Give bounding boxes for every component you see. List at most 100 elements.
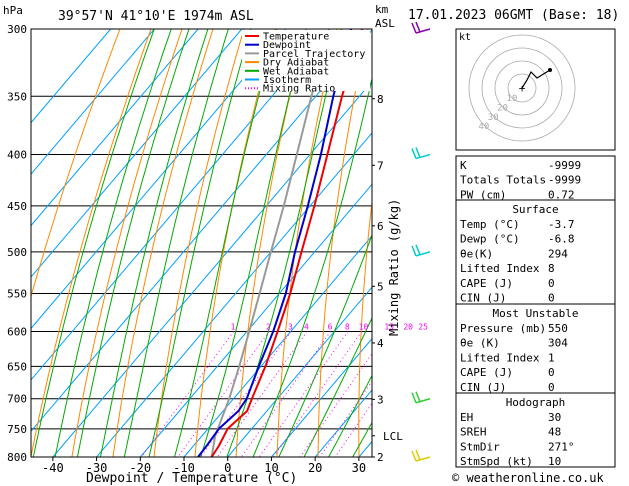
index-value: 48 (548, 426, 561, 439)
index-value: 0 (548, 277, 555, 290)
index-label: CIN (J) (460, 381, 506, 394)
wet-adiabat-line (328, 374, 372, 457)
mixing-ratio-label: 10 (359, 322, 369, 331)
isotherm-line (31, 29, 243, 278)
hodograph-ring (481, 47, 563, 129)
wet-adiabat-line (123, 29, 229, 457)
wind-barb-flag (415, 147, 421, 158)
wind-barb-staff (415, 398, 431, 404)
height-tick-label: 8 (377, 93, 384, 106)
hodograph-indices-box (455, 392, 616, 468)
isotherm-line (31, 29, 286, 330)
pressure-tick-label: 700 (7, 393, 27, 406)
wind-barb-staff (415, 251, 431, 257)
temperature-tick-label: 20 (308, 461, 322, 475)
mixing-ratio-label: 3 (288, 322, 293, 331)
index-label: EH (460, 411, 473, 424)
most-unstable-box-title: Most Unstable (492, 307, 578, 320)
index-label: θe(K) (460, 247, 493, 260)
dry-adiabat-line (398, 29, 430, 457)
wind-barb-flag (415, 391, 421, 403)
legend-label: Wet Adiabat (263, 66, 329, 77)
asl-unit-label: ASL (375, 17, 395, 30)
index-value: -3.7 (548, 218, 575, 231)
hodograph-ring (507, 73, 537, 103)
index-value: 0 (548, 381, 555, 394)
index-label: CAPE (J) (460, 366, 513, 379)
lcl-label: LCL (383, 430, 403, 443)
hodograph-ring-label: 40 (478, 122, 489, 132)
pressure-tick-label: 500 (7, 246, 27, 259)
index-value: 10 (548, 455, 561, 468)
index-value: 550 (548, 322, 568, 335)
legend-label: Mixing Ratio (263, 84, 335, 95)
isotherm-line (96, 132, 372, 457)
pressure-tick-label: 350 (7, 90, 27, 103)
wind-barb-flag (411, 148, 417, 159)
temperature-tick-label: -40 (42, 461, 64, 475)
x-axis-label: Dewpoint / Temperature (°C) (86, 471, 297, 486)
wind-barb-flag (415, 449, 421, 461)
dry-adiabat-line (31, 29, 152, 457)
hodograph-ring (468, 34, 576, 142)
index-label: PW (cm) (460, 188, 506, 201)
hodograph-ring-label: 20 (497, 103, 508, 113)
hodograph-unit-label: kt (459, 32, 471, 43)
index-label: StmDir (460, 440, 500, 453)
index-label: θe (K) (460, 337, 500, 350)
wet-adiabat-line (99, 29, 209, 457)
pressure-tick-label: 400 (7, 149, 27, 162)
dry-adiabat-line (358, 197, 372, 457)
isotherm-line (227, 286, 372, 457)
plot-frame (30, 28, 373, 458)
index-value: 1 (548, 351, 555, 364)
wind-barb-staff (415, 456, 431, 462)
isotherm-line (52, 80, 372, 457)
mixing-ratio-label: 8 (345, 322, 350, 331)
pressure-tick-label: 800 (7, 451, 27, 464)
datetime-title: 17.01.2023 06GMT (Base: 18) (408, 8, 619, 23)
wind-barb-flag (415, 21, 421, 33)
index-value: 0 (548, 366, 555, 379)
index-label: Pressure (mb) (460, 322, 546, 335)
hodograph-trace (521, 69, 551, 89)
index-value: 304 (548, 337, 568, 350)
isotherm-line (31, 29, 112, 124)
wind-barb-staff (415, 153, 431, 160)
surface-box-title: Surface (512, 203, 558, 216)
hodograph-frame (455, 28, 616, 151)
temperature-line (210, 29, 363, 457)
mixing-ratio-label: 4 (304, 322, 309, 331)
isotherm-line (31, 29, 199, 227)
index-label: Dewp (°C) (460, 233, 520, 246)
index-label: CAPE (J) (460, 277, 513, 290)
wet-adiabat-line (54, 29, 172, 457)
isotherm-line (183, 235, 372, 457)
surface-box (455, 199, 616, 305)
dewpoint-line (197, 29, 353, 457)
index-label: CIN (J) (460, 292, 506, 305)
wet-adiabat-line (32, 29, 155, 457)
wet-adiabat-line (200, 29, 307, 457)
dry-adiabat-line (112, 29, 214, 457)
wind-barb-flag (411, 450, 417, 462)
pressure-tick-label: 750 (7, 423, 27, 436)
hodograph-ring-label: 30 (488, 113, 499, 123)
wind-barb-flag (411, 22, 417, 34)
index-label: Temp (°C) (460, 218, 520, 231)
mixing-ratio-line (240, 331, 332, 457)
wind-barb-flag (411, 392, 417, 404)
storm-motion-marker: + (519, 82, 526, 95)
index-value: 0 (548, 292, 555, 305)
indices-summary-box (455, 155, 616, 201)
height-tick-label: 4 (377, 337, 384, 350)
dry-adiabat-line (71, 29, 183, 457)
index-value: -9999 (548, 159, 581, 172)
index-value: 294 (548, 247, 568, 260)
wind-barb-flag (415, 244, 421, 256)
legend-label: Temperature (263, 32, 329, 43)
pressure-tick-label: 450 (7, 200, 27, 213)
wet-adiabat-line (76, 29, 190, 457)
